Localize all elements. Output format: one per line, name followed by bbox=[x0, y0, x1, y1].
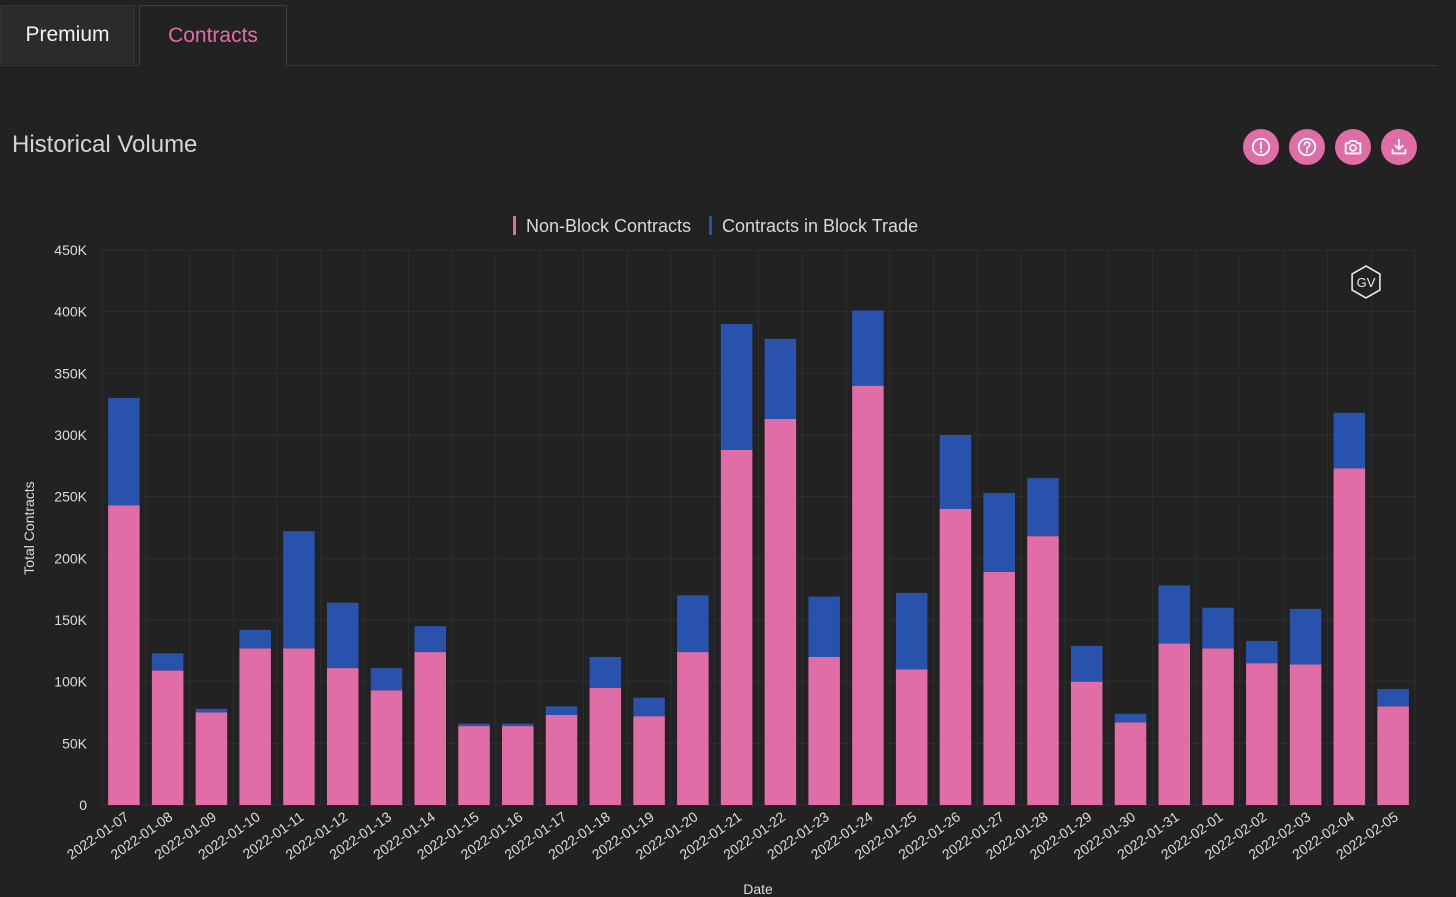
bar-block-trade[interactable] bbox=[633, 697, 665, 717]
bar-block-trade[interactable] bbox=[414, 626, 447, 653]
bar-block-trade[interactable] bbox=[502, 723, 534, 727]
bar-non-block[interactable] bbox=[370, 690, 403, 805]
download-icon bbox=[1391, 138, 1407, 155]
bar-non-block[interactable] bbox=[151, 670, 184, 805]
bar-block-trade[interactable] bbox=[1377, 689, 1409, 707]
bar-non-block[interactable] bbox=[852, 385, 884, 805]
bar-block-trade[interactable] bbox=[720, 324, 753, 450]
info-icon bbox=[1251, 137, 1271, 157]
bar-block-trade[interactable] bbox=[1114, 713, 1147, 723]
bar-non-block[interactable] bbox=[108, 505, 140, 805]
bar-non-block[interactable] bbox=[502, 726, 534, 805]
info-button[interactable] bbox=[1243, 129, 1279, 165]
download-button[interactable] bbox=[1381, 129, 1417, 165]
bar-block-trade[interactable] bbox=[808, 596, 840, 657]
y-tick-label: 300K bbox=[54, 427, 87, 443]
tab-contracts[interactable]: Contracts bbox=[139, 5, 287, 66]
bar-block-trade[interactable] bbox=[1289, 608, 1322, 665]
historical-volume-chart: 0 50K 100K 150K 200K 250K 300K 350K 400K 450K 202… bbox=[21, 216, 1416, 897]
bar-non-block[interactable] bbox=[545, 714, 578, 805]
bar-non-block[interactable] bbox=[283, 648, 315, 805]
bar-non-block[interactable] bbox=[1377, 706, 1409, 805]
bar-non-block[interactable] bbox=[1070, 681, 1103, 805]
bar-non-block[interactable] bbox=[458, 726, 490, 805]
tab-premium[interactable]: Premium bbox=[0, 5, 135, 64]
bar-non-block[interactable] bbox=[195, 712, 228, 806]
bar-non-block[interactable] bbox=[939, 509, 972, 805]
bar-block-trade[interactable] bbox=[677, 595, 709, 653]
bar-block-trade[interactable] bbox=[458, 723, 490, 727]
y-tick-label: 100K bbox=[54, 674, 87, 690]
page-title: Historical Volume bbox=[12, 131, 198, 158]
bar-block-trade[interactable] bbox=[1027, 478, 1059, 537]
y-tick-label: 350K bbox=[54, 365, 87, 381]
bar-non-block[interactable] bbox=[589, 687, 622, 805]
bar-non-block[interactable] bbox=[983, 571, 1015, 805]
bar-non-block[interactable] bbox=[1246, 663, 1278, 805]
bar-non-block[interactable] bbox=[326, 668, 359, 805]
screenshot-button[interactable] bbox=[1335, 129, 1371, 165]
y-tick-label: 0 bbox=[79, 797, 87, 813]
y-tick-label: 150K bbox=[54, 612, 87, 628]
bar-block-trade[interactable] bbox=[283, 531, 315, 649]
gv-watermark: GV bbox=[1351, 265, 1381, 299]
tab-bar: Premium Contracts bbox=[0, 0, 1436, 66]
y-tick-label: 450K bbox=[54, 242, 87, 258]
bar-non-block[interactable] bbox=[764, 418, 797, 805]
watermark-text: GV bbox=[1357, 275, 1376, 290]
bar-non-block[interactable] bbox=[1333, 468, 1366, 805]
bar-block-trade[interactable] bbox=[589, 657, 622, 688]
bar-non-block[interactable] bbox=[1158, 643, 1191, 805]
bar-block-trade[interactable] bbox=[939, 435, 972, 509]
y-axis-title: Total Contracts bbox=[21, 481, 37, 574]
bar-block-trade[interactable] bbox=[1158, 585, 1191, 644]
chart-grid bbox=[101, 249, 1416, 806]
chart-bars bbox=[108, 310, 1409, 805]
help-icon bbox=[1297, 137, 1317, 157]
bar-non-block[interactable] bbox=[895, 669, 928, 805]
bar-block-trade[interactable] bbox=[1333, 412, 1366, 469]
bar-block-trade[interactable] bbox=[983, 492, 1015, 572]
chart-legend: Non-Block Contracts Contracts in Block Tr… bbox=[513, 216, 918, 236]
y-tick-label: 250K bbox=[54, 489, 87, 505]
bar-non-block[interactable] bbox=[633, 716, 665, 805]
bar-block-trade[interactable] bbox=[764, 338, 797, 419]
bar-non-block[interactable] bbox=[720, 449, 753, 805]
bar-block-trade[interactable] bbox=[852, 310, 884, 386]
bar-non-block[interactable] bbox=[1289, 664, 1322, 805]
y-tick-label: 200K bbox=[54, 550, 87, 566]
legend-swatch bbox=[709, 216, 712, 235]
y-tick-label: 50K bbox=[62, 735, 88, 751]
bar-non-block[interactable] bbox=[414, 652, 447, 805]
bar-block-trade[interactable] bbox=[370, 668, 403, 691]
y-tick-label: 400K bbox=[54, 304, 87, 320]
camera-icon bbox=[1344, 140, 1362, 155]
legend-swatch bbox=[513, 216, 516, 235]
bar-block-trade[interactable] bbox=[108, 398, 140, 506]
bar-non-block[interactable] bbox=[239, 648, 271, 805]
bar-block-trade[interactable] bbox=[1202, 607, 1234, 649]
x-axis-title: Date bbox=[743, 881, 773, 897]
bar-non-block[interactable] bbox=[1202, 648, 1234, 805]
legend-item-label[interactable]: Contracts in Block Trade bbox=[722, 216, 918, 236]
bar-block-trade[interactable] bbox=[1246, 640, 1278, 664]
bar-block-trade[interactable] bbox=[195, 708, 228, 713]
x-axis: 2022-01-072022-01-082022-01-092022-01-10… bbox=[64, 808, 1401, 862]
bar-non-block[interactable] bbox=[1027, 536, 1059, 805]
bar-block-trade[interactable] bbox=[151, 653, 184, 671]
y-axis: 0 50K 100K 150K 200K 250K 300K 350K 400K 450K bbox=[54, 242, 87, 813]
bar-block-trade[interactable] bbox=[239, 629, 271, 649]
bar-non-block[interactable] bbox=[677, 652, 709, 805]
bar-block-trade[interactable] bbox=[895, 592, 928, 670]
help-button[interactable] bbox=[1289, 129, 1325, 165]
bar-non-block[interactable] bbox=[808, 657, 840, 805]
bar-non-block[interactable] bbox=[1114, 722, 1147, 805]
legend-item-label[interactable]: Non-Block Contracts bbox=[526, 216, 691, 236]
bar-block-trade[interactable] bbox=[1070, 645, 1103, 682]
bar-block-trade[interactable] bbox=[326, 602, 359, 669]
chart-toolbar bbox=[1243, 129, 1417, 165]
bar-block-trade[interactable] bbox=[545, 706, 578, 715]
